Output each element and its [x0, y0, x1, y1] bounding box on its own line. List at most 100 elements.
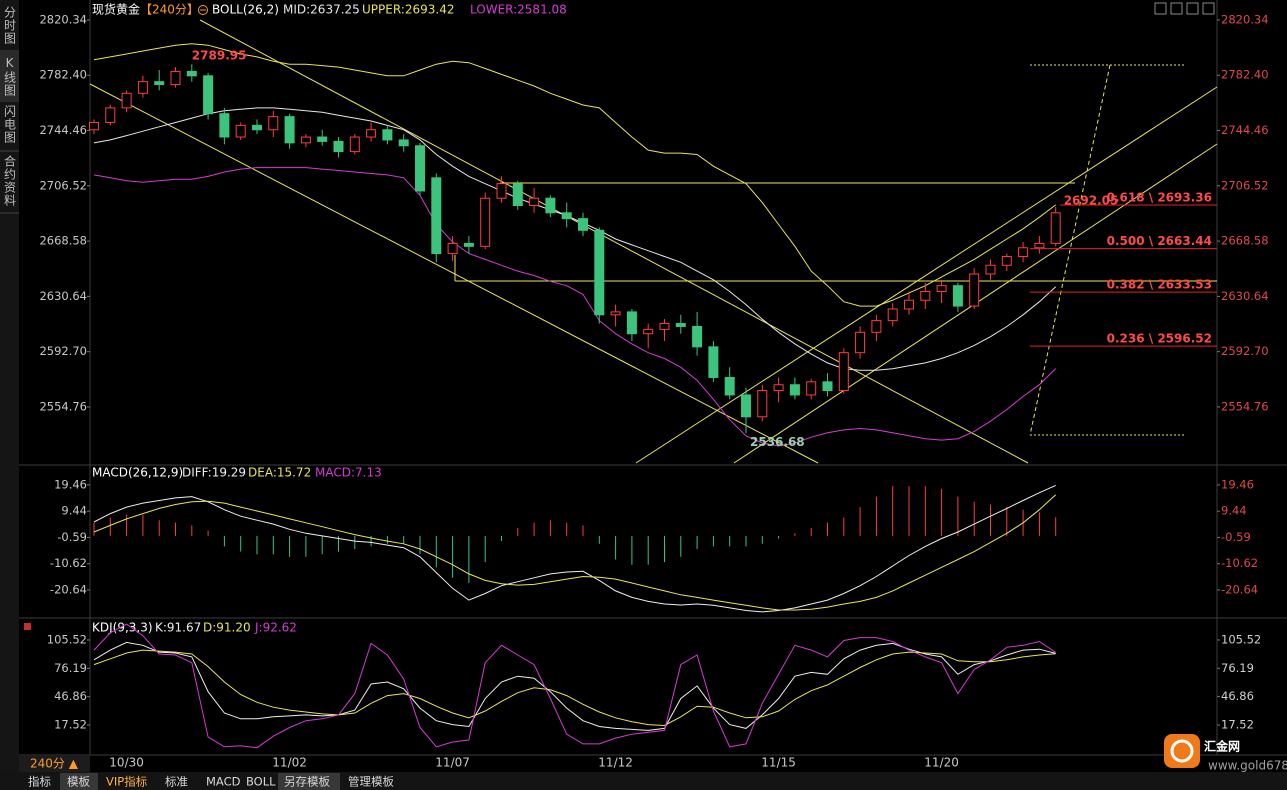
y-tick-label: 46.86 [1221, 689, 1254, 703]
sidebar-active [0, 52, 19, 100]
candle-body [1001, 256, 1012, 266]
candle-body [235, 124, 246, 138]
window-button[interactable] [1202, 2, 1215, 15]
candle-body [382, 129, 393, 141]
y-tick-label: 19.46 [1221, 477, 1254, 491]
candle-body [838, 352, 849, 392]
x-tick-label: 11/02 [272, 756, 307, 770]
y-tick-label: 2592.70 [39, 344, 87, 358]
toolbar-tab[interactable]: 管理模板 [348, 775, 394, 789]
candle-body [855, 331, 866, 354]
toolbar-tab[interactable]: MACD [206, 775, 241, 789]
toolbar [0, 772, 1287, 790]
trendline [89, 83, 819, 464]
y-tick-label: 76.19 [1221, 661, 1254, 675]
toolbar-tab[interactable]: VIP指标 [106, 775, 147, 789]
indicator-line [93, 623, 1056, 749]
instrument-title: 现货黄金 [92, 2, 140, 17]
sidebar-tab[interactable]: 闪电图 [3, 105, 17, 144]
panel-frames [19, 0, 1287, 756]
candle-body [659, 323, 670, 330]
candle-body [1034, 242, 1045, 249]
candle-body [757, 390, 768, 418]
toolbar-tab[interactable]: BOLL [246, 775, 276, 789]
toolbar-tab[interactable]: 指标 [28, 775, 51, 789]
candle-body [871, 320, 882, 333]
y-tick-label: 2744.46 [1221, 123, 1269, 137]
tab-active [60, 773, 98, 790]
logo-icon [1164, 734, 1200, 768]
candle-body [789, 384, 800, 396]
y-tick-label: 2782.40 [39, 68, 87, 82]
candle-body [447, 242, 458, 255]
candle-body [741, 394, 751, 418]
candle-body [415, 145, 425, 192]
sidebar-tab[interactable]: 分时图 [3, 6, 17, 45]
candle-body [431, 177, 442, 255]
indicator-line [93, 43, 1057, 307]
y-tick-label: -20.64 [1221, 582, 1258, 596]
candle-body [773, 384, 784, 392]
y-tick-label: 2782.40 [1221, 68, 1269, 82]
candle-body [610, 311, 621, 316]
window-button[interactable] [1154, 2, 1167, 15]
y-tick-label: 2592.70 [1221, 344, 1269, 358]
y-tick-label: 105.52 [1221, 632, 1261, 646]
y-tick-label: 2820.34 [1221, 12, 1269, 26]
trendline [635, 86, 1218, 464]
candle-body [105, 107, 116, 123]
y-tick-label: 2820.34 [39, 12, 87, 26]
candle-body [692, 325, 703, 348]
legend-entry: MACD:7.13 [315, 466, 382, 480]
panel-icon[interactable] [24, 623, 31, 630]
window-button[interactable] [1170, 2, 1183, 15]
indicator-name: BOLL(26,2) [212, 3, 279, 17]
fib-label: 0.618 \ 2693.36 [1107, 190, 1212, 204]
sidebar-tab[interactable]: K线图 [3, 56, 17, 97]
indicator-name: MACD(26,12,9) [92, 466, 183, 480]
candle-body [366, 129, 377, 138]
candle-body [512, 183, 523, 207]
legend-entry: K:91.67 [155, 621, 201, 635]
toolbar-tab[interactable]: 另存模板 [284, 775, 330, 789]
y-tick-label: 2554.76 [1221, 399, 1269, 413]
window-button[interactable] [1186, 2, 1199, 15]
indicator-line [93, 641, 1056, 731]
candle-body [904, 299, 914, 310]
candle-body [203, 75, 214, 115]
indicator-line [93, 649, 1056, 727]
y-tick-label: 2630.64 [1221, 289, 1269, 303]
price-annotation: 2692.05 [1064, 193, 1119, 207]
fib-label: 0.382 \ 2633.53 [1107, 278, 1212, 292]
period-button-bg [19, 756, 90, 772]
candle-body [594, 229, 605, 316]
fib-label: 0.236 \ 2596.52 [1107, 332, 1212, 346]
candle-body [463, 242, 474, 247]
candle-body [300, 136, 311, 144]
candle-body [349, 136, 360, 153]
candle-body [675, 323, 686, 327]
trendline [1029, 64, 1111, 436]
y-tick-label: 2668.58 [1221, 234, 1269, 248]
x-tick-label: 10/30 [109, 756, 144, 770]
candle-body [920, 290, 931, 301]
candle-body [317, 136, 328, 142]
trendline [199, 19, 1029, 464]
x-tick-label: 11/15 [761, 756, 796, 770]
candle-body [578, 218, 588, 231]
sidebar [0, 0, 19, 772]
toolbar-tab[interactable]: 标准 [165, 775, 188, 789]
period-button[interactable]: 240分 ▲ [30, 757, 79, 771]
y-tick-label: 76.19 [54, 661, 87, 675]
settings-icon[interactable] [198, 5, 208, 15]
y-tick-label: 105.52 [47, 632, 87, 646]
toolbar-tab[interactable]: 模板 [67, 775, 90, 789]
y-tick-label: 2668.58 [39, 234, 87, 248]
candle-body [936, 285, 947, 292]
y-tick-label: 2706.52 [39, 178, 87, 192]
logo-url: www.gold678.com [1208, 759, 1287, 773]
sidebar-tab[interactable]: 合约资料 [3, 154, 17, 207]
candle-body [806, 381, 817, 396]
